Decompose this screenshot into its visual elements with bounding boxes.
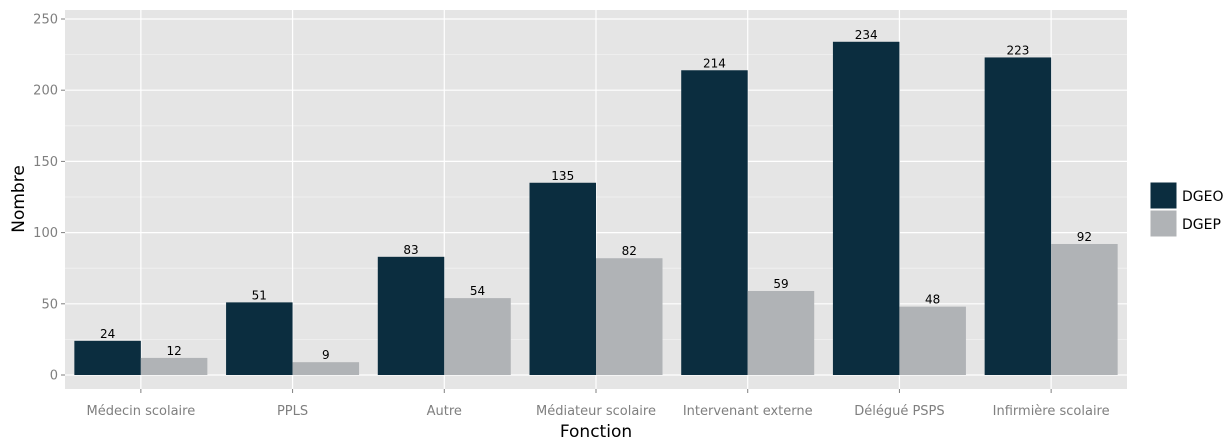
bar-value-label: 92 xyxy=(1077,230,1092,244)
bar-value-label: 48 xyxy=(925,293,940,307)
y-tick-label: 250 xyxy=(33,13,58,28)
x-tick-label: Médecin scolaire xyxy=(86,404,195,419)
x-tick-label: PPLS xyxy=(277,404,308,419)
y-tick-label: 100 xyxy=(33,226,58,241)
x-tick-label: Médiateur scolaire xyxy=(536,404,656,419)
bar-dgeo xyxy=(984,57,1052,375)
bar-dgeo xyxy=(529,182,596,375)
bar-value-label: 135 xyxy=(551,169,574,183)
bar-value-label: 214 xyxy=(703,56,726,70)
y-axis: 0 50 100 150 200 250 xyxy=(33,13,65,384)
x-axis: Médecin scolaire PPLS Autre Médiateur scola… xyxy=(86,389,1110,419)
x-tick-label: Autre xyxy=(427,404,462,419)
bar-value-label: 223 xyxy=(1006,43,1029,57)
y-tick-label: 200 xyxy=(33,84,58,99)
bar-value-label: 12 xyxy=(166,344,181,358)
bar-dgep xyxy=(292,362,360,375)
bar-dgep xyxy=(444,298,511,375)
bar-value-label: 51 xyxy=(252,288,267,302)
bar-value-label: 24 xyxy=(100,327,115,341)
legend: DGEO DGEP xyxy=(1149,181,1224,238)
bar-dgep xyxy=(140,357,208,375)
y-tick-label: 50 xyxy=(41,297,58,312)
legend-swatch-dgeo xyxy=(1149,181,1178,210)
y-tick-label: 0 xyxy=(50,369,58,384)
legend-label: DGEP xyxy=(1182,217,1221,233)
bar-dgeo xyxy=(832,41,900,376)
bar-dgeo xyxy=(74,340,141,375)
bar-dgep xyxy=(596,258,663,375)
y-axis-title: Nombre xyxy=(9,165,29,233)
bar-value-label: 54 xyxy=(470,284,485,298)
legend-swatch-dgep xyxy=(1149,209,1178,238)
bar-value-label: 234 xyxy=(855,28,878,42)
y-tick-label: 150 xyxy=(33,155,58,170)
bar-value-label: 9 xyxy=(322,348,330,362)
bar-labels: 24 12 51 9 83 54 135 82 214 59 234 48 223 92 xyxy=(100,28,1092,362)
x-axis-title: Fonction xyxy=(560,422,632,439)
bar-dgeo xyxy=(681,70,748,375)
x-tick-label: Délégué PSPS xyxy=(854,404,944,419)
bar-dgep xyxy=(899,306,966,375)
x-tick-label: Infirmière scolaire xyxy=(993,404,1110,419)
x-tick-label: Intervenant externe xyxy=(683,404,813,419)
bar-value-label: 59 xyxy=(773,277,788,291)
bar-dgeo xyxy=(377,256,445,375)
legend-label: DGEO xyxy=(1182,189,1224,205)
bar-dgeo xyxy=(226,302,293,375)
bar-dgep xyxy=(1051,243,1118,375)
bar-value-label: 83 xyxy=(403,243,418,257)
bar-value-label: 82 xyxy=(622,244,637,258)
bar-dgep xyxy=(747,290,815,375)
bars xyxy=(74,41,1118,376)
